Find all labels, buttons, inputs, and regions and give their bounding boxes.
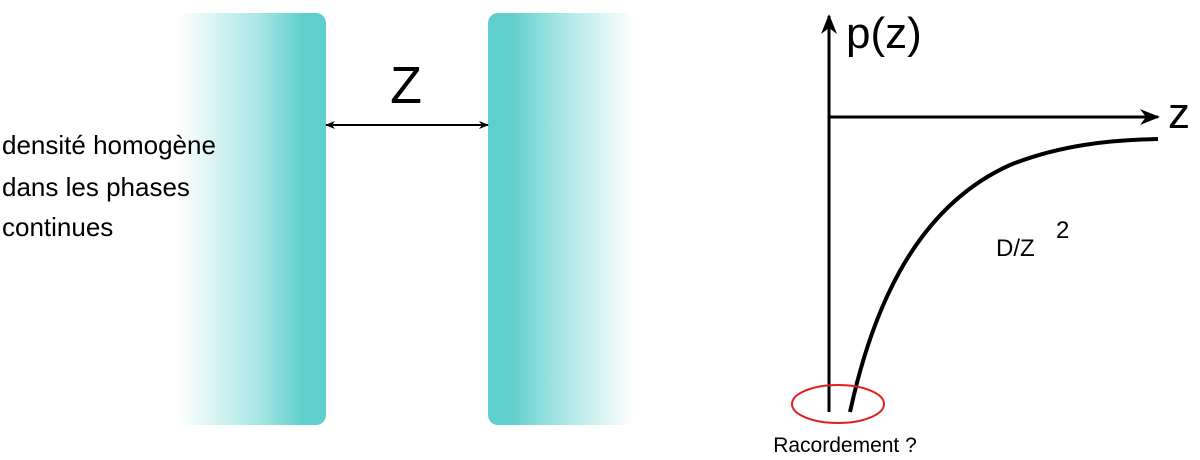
y-axis-label: p(z)	[846, 9, 922, 58]
description-line-3: continues	[2, 212, 113, 242]
x-axis-label: z	[1168, 89, 1190, 138]
right-plate	[488, 13, 634, 425]
curve-label: D/Z	[996, 235, 1035, 262]
description-line-1: densité homogène	[2, 130, 216, 160]
curve-label-exponent: 2	[1056, 217, 1069, 244]
gap-label: Z	[390, 57, 422, 115]
matching-note: Racordement ?	[773, 434, 917, 457]
density-curve	[848, 137, 1159, 413]
matching-highlight	[791, 384, 885, 424]
description-line-2: dans les phases	[2, 172, 190, 202]
left-plate	[178, 13, 326, 425]
